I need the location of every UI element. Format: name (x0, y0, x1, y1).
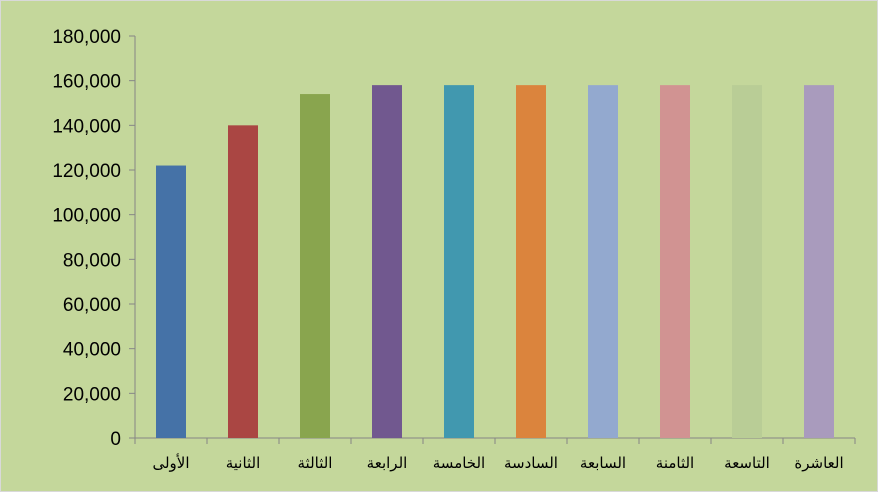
y-tick-label: 100,000 (52, 206, 121, 227)
x-category-label: الأولى (152, 453, 189, 472)
y-tick-label: 20,000 (63, 384, 121, 405)
y-tick-label: 180,000 (52, 27, 121, 48)
bar (588, 85, 618, 438)
y-tick-label: 60,000 (63, 295, 121, 316)
bar (300, 94, 330, 438)
bar (732, 85, 762, 438)
y-tick-label: 40,000 (63, 340, 121, 361)
y-tick-label: 120,000 (52, 161, 121, 182)
x-category-label: الخامسة (433, 455, 485, 472)
x-category-label: الثامنة (656, 455, 694, 472)
y-tick-label: 0 (110, 429, 121, 450)
y-tick-label: 160,000 (52, 72, 121, 93)
x-category-label: الثالثة (298, 455, 333, 472)
x-category-label: السادسة (504, 455, 558, 472)
bar (660, 85, 690, 438)
bar (228, 125, 258, 438)
bar (156, 166, 186, 438)
x-category-label: السابعة (580, 455, 626, 472)
bar (372, 85, 402, 438)
bar (804, 85, 834, 438)
x-category-label: الثانية (226, 455, 261, 472)
y-tick-label: 80,000 (63, 250, 121, 271)
y-tick-label: 140,000 (52, 116, 121, 137)
bar (516, 85, 546, 438)
x-category-label: الرابعة (367, 455, 408, 472)
x-category-label: التاسعة (724, 455, 770, 472)
bar (444, 85, 474, 438)
x-category-label: العاشرة (794, 455, 843, 472)
